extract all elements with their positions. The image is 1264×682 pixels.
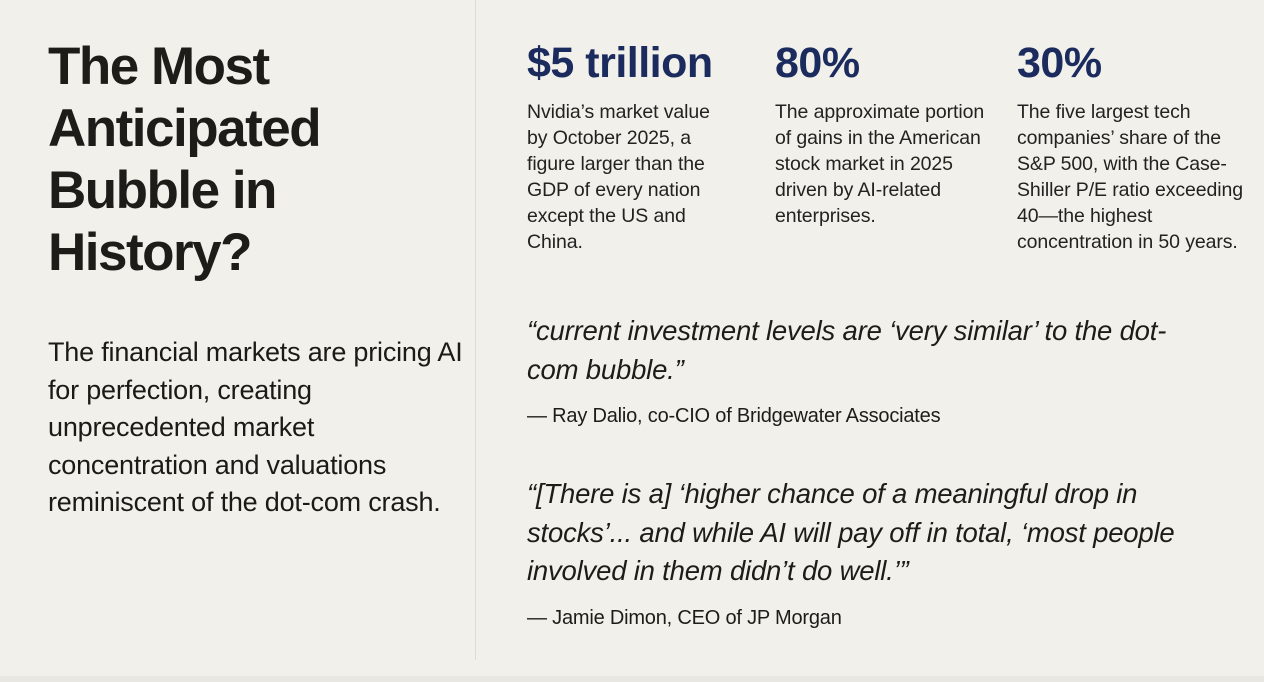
stat-ai-market-gains: 80% The approximate portion of gains in … [775,40,1017,255]
quote-jamie-dimon: “[There is a] ‘higher chance of a meanin… [527,475,1264,630]
stats-row: $5 trillion Nvidia’s market value by Oct… [527,40,1264,255]
right-column: $5 trillion Nvidia’s market value by Oct… [475,0,1264,682]
stat-value: $5 trillion [527,39,713,87]
slide-title: The Most Anticipated Bubble in History? [48,37,322,282]
stat-description: Nvidia’s market value by October 2025, a… [527,101,710,253]
stat-sp500-concentration: 30% The five largest tech companies’ sha… [1017,40,1264,255]
stat-nvidia-market-value: $5 trillion Nvidia’s market value by Oct… [527,40,775,255]
stat-description: The approximate portion of gains in the … [775,101,985,227]
quote-text: “current investment levels are ‘very sim… [527,315,1167,385]
quote-attribution: — Jamie Dimon, CEO of JP Morgan [527,606,842,629]
left-column: The Most Anticipated Bubble in History? … [0,0,475,682]
quote-ray-dalio: “current investment levels are ‘very sim… [527,312,1264,428]
stat-value: 80% [775,39,860,87]
quote-text: “[There is a] ‘higher chance of a meanin… [527,478,1175,586]
quotes-section: “current investment levels are ‘very sim… [527,312,1264,630]
quote-attribution: — Ray Dalio, co-CIO of Bridgewater Assoc… [527,405,941,427]
vertical-divider [475,0,476,660]
stat-description: The five largest tech companies’ share o… [1017,101,1244,253]
slide-bottom-edge [0,676,1264,682]
slide-subtitle: The financial markets are pricing AI for… [48,337,463,517]
stat-value: 30% [1017,39,1102,87]
